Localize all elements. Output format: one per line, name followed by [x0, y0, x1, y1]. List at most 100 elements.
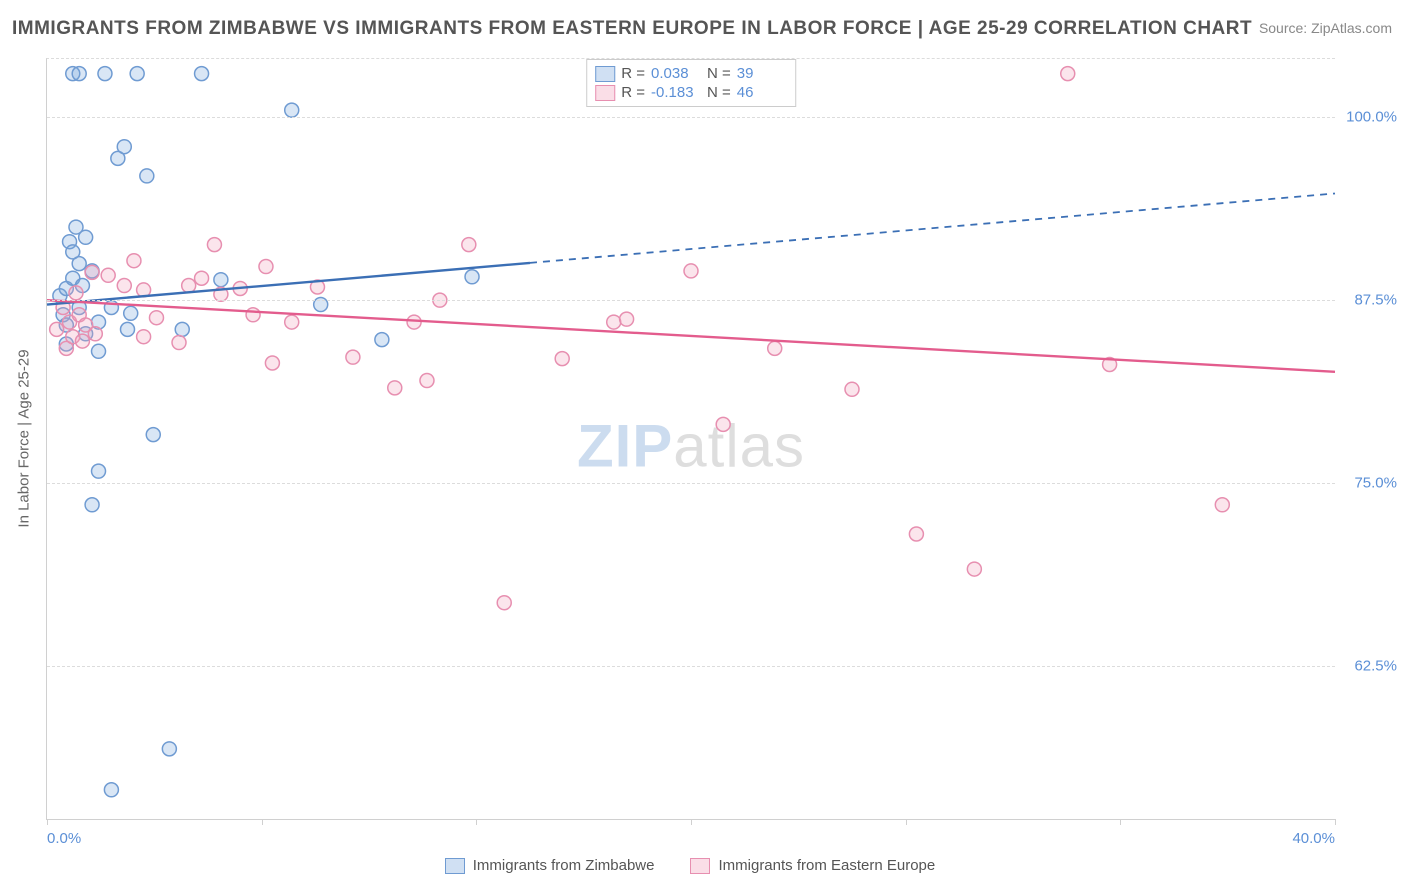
legend-item-zimbabwe: Immigrants from Zimbabwe	[445, 857, 655, 874]
point-zimbabwe	[92, 344, 106, 358]
x-tick-mark	[1335, 819, 1336, 825]
trendline-eastern_europe	[47, 300, 1335, 372]
point-eastern_europe	[69, 286, 83, 300]
point-eastern_europe	[909, 527, 923, 541]
point-zimbabwe	[375, 333, 389, 347]
point-zimbabwe	[98, 67, 112, 81]
y-tick-label: 87.5%	[1341, 292, 1397, 309]
point-zimbabwe	[140, 169, 154, 183]
x-tick-mark	[476, 819, 477, 825]
n-value-zimbabwe: 39	[737, 65, 787, 82]
swatch-zimbabwe-icon	[445, 858, 465, 874]
point-eastern_europe	[207, 238, 221, 252]
point-eastern_europe	[768, 341, 782, 355]
point-eastern_europe	[88, 327, 102, 341]
swatch-eastern-europe	[595, 85, 615, 101]
y-axis-label-container: In Labor Force | Age 25-29	[14, 58, 34, 818]
r-value-eastern-europe: -0.183	[651, 84, 701, 101]
plot-area: ZIPatlas R = 0.038 N = 39 R = -0.183 N =…	[46, 58, 1335, 820]
point-eastern_europe	[172, 336, 186, 350]
point-eastern_europe	[127, 254, 141, 268]
legend-label-zimbabwe: Immigrants from Zimbabwe	[473, 857, 655, 874]
point-eastern_europe	[246, 308, 260, 322]
point-eastern_europe	[85, 265, 99, 279]
y-tick-label: 62.5%	[1341, 657, 1397, 674]
point-zimbabwe	[465, 270, 479, 284]
point-zimbabwe	[104, 783, 118, 797]
point-zimbabwe	[72, 257, 86, 271]
point-eastern_europe	[620, 312, 634, 326]
n-label: N =	[707, 84, 731, 101]
y-tick-label: 100.0%	[1341, 109, 1397, 126]
legend-row-eastern-europe: R = -0.183 N = 46	[595, 83, 787, 102]
point-zimbabwe	[195, 67, 209, 81]
point-eastern_europe	[1215, 498, 1229, 512]
r-label: R =	[621, 84, 645, 101]
point-eastern_europe	[259, 260, 273, 274]
point-eastern_europe	[497, 596, 511, 610]
legend-label-eastern-europe: Immigrants from Eastern Europe	[718, 857, 935, 874]
point-zimbabwe	[162, 742, 176, 756]
point-eastern_europe	[607, 315, 621, 329]
point-zimbabwe	[92, 464, 106, 478]
point-zimbabwe	[79, 230, 93, 244]
point-eastern_europe	[195, 271, 209, 285]
point-eastern_europe	[845, 382, 859, 396]
y-axis-label: In Labor Force | Age 25-29	[16, 349, 33, 527]
point-eastern_europe	[50, 322, 64, 336]
point-eastern_europe	[555, 352, 569, 366]
chart-title: IMMIGRANTS FROM ZIMBABWE VS IMMIGRANTS F…	[12, 18, 1252, 40]
gridline-h	[47, 117, 1335, 118]
point-eastern_europe	[716, 417, 730, 431]
point-zimbabwe	[72, 67, 86, 81]
x-tick-mark	[262, 819, 263, 825]
point-eastern_europe	[265, 356, 279, 370]
swatch-eastern-europe-icon	[690, 858, 710, 874]
x-tick-label: 0.0%	[47, 830, 81, 847]
r-value-zimbabwe: 0.038	[651, 65, 701, 82]
n-value-eastern-europe: 46	[737, 84, 787, 101]
trendline-dashed-zimbabwe	[530, 193, 1335, 262]
x-tick-mark	[691, 819, 692, 825]
point-eastern_europe	[346, 350, 360, 364]
point-zimbabwe	[146, 428, 160, 442]
x-tick-label: 40.0%	[1292, 830, 1335, 847]
point-eastern_europe	[967, 562, 981, 576]
source-attribution: Source: ZipAtlas.com	[1259, 20, 1392, 36]
point-eastern_europe	[149, 311, 163, 325]
gridline-h	[47, 483, 1335, 484]
point-eastern_europe	[684, 264, 698, 278]
point-zimbabwe	[285, 103, 299, 117]
point-zimbabwe	[175, 322, 189, 336]
x-tick-mark	[1120, 819, 1121, 825]
point-eastern_europe	[182, 279, 196, 293]
point-eastern_europe	[388, 381, 402, 395]
gridline-h	[47, 300, 1335, 301]
point-eastern_europe	[1061, 67, 1075, 81]
point-eastern_europe	[75, 334, 89, 348]
point-zimbabwe	[130, 67, 144, 81]
series-legend: Immigrants from Zimbabwe Immigrants from…	[46, 857, 1334, 874]
r-label: R =	[621, 65, 645, 82]
point-zimbabwe	[117, 140, 131, 154]
x-tick-mark	[906, 819, 907, 825]
point-zimbabwe	[214, 273, 228, 287]
point-eastern_europe	[137, 330, 151, 344]
legend-item-eastern-europe: Immigrants from Eastern Europe	[690, 857, 935, 874]
point-zimbabwe	[121, 322, 135, 336]
swatch-zimbabwe	[595, 66, 615, 82]
gridline-h	[47, 666, 1335, 667]
point-zimbabwe	[85, 498, 99, 512]
point-eastern_europe	[285, 315, 299, 329]
x-tick-mark	[47, 819, 48, 825]
plot-svg	[47, 59, 1335, 819]
point-eastern_europe	[407, 315, 421, 329]
n-label: N =	[707, 65, 731, 82]
point-eastern_europe	[462, 238, 476, 252]
point-eastern_europe	[101, 268, 115, 282]
y-tick-label: 75.0%	[1341, 474, 1397, 491]
point-zimbabwe	[124, 306, 138, 320]
correlation-legend: R = 0.038 N = 39 R = -0.183 N = 46	[586, 59, 796, 107]
point-eastern_europe	[420, 374, 434, 388]
legend-row-zimbabwe: R = 0.038 N = 39	[595, 64, 787, 83]
